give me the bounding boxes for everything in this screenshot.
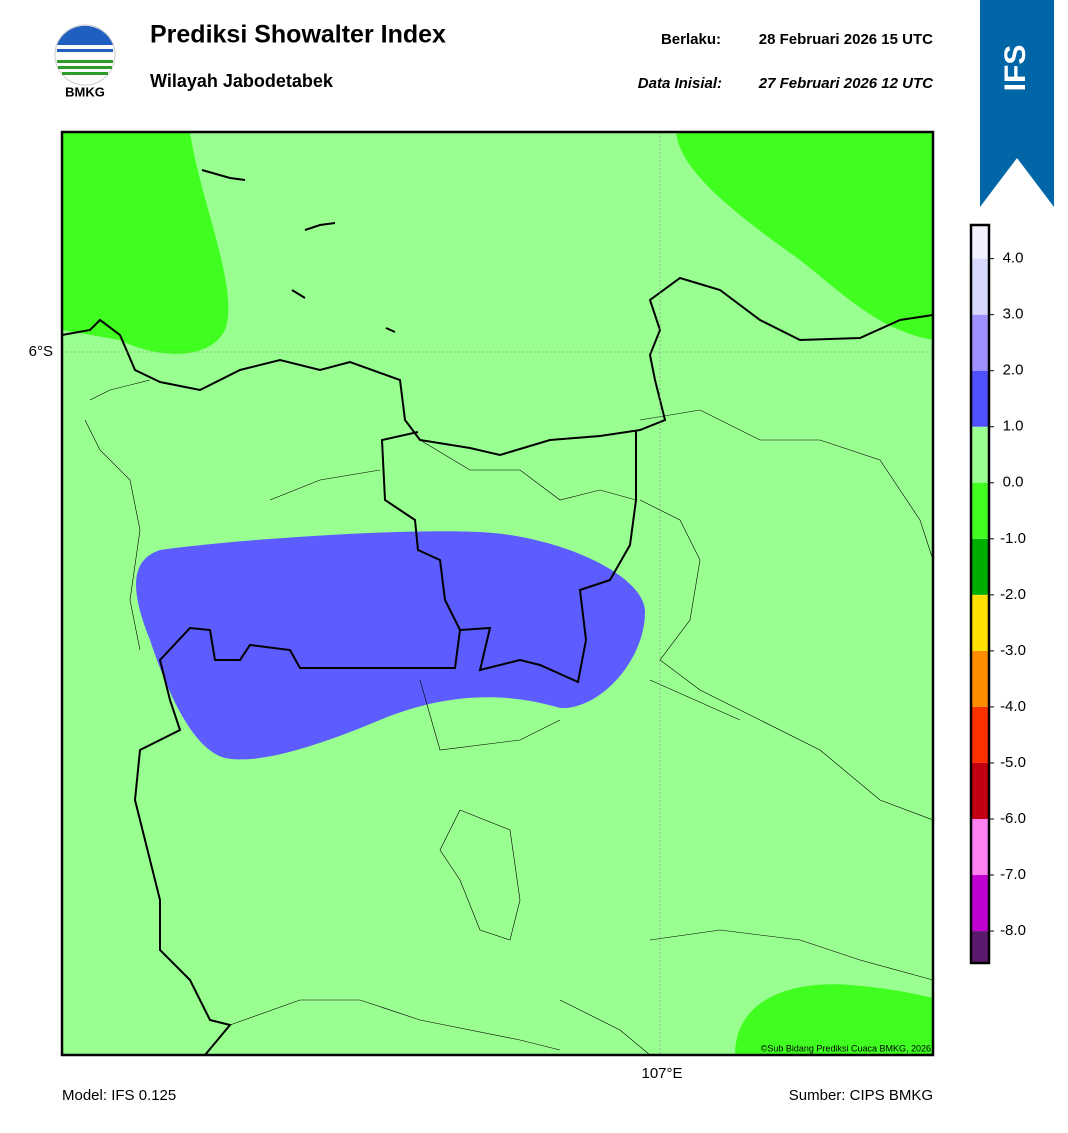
colorbar-segment (971, 426, 989, 483)
lat-label: 6°S (29, 343, 53, 360)
colorbar-label: -6.0 (1000, 810, 1026, 827)
colorbar-label: -3.0 (1000, 642, 1026, 659)
model-label: Model: IFS 0.125 (62, 1087, 176, 1104)
lon-label: 107°E (641, 1065, 682, 1082)
bmkg-logo: BMKG (54, 24, 116, 99)
colorbar-label: -5.0 (1000, 754, 1026, 771)
colorbar-label: 0.0 (1003, 474, 1024, 491)
banner-text: IFS (999, 45, 1032, 92)
valid-label: Berlaku: (661, 31, 721, 48)
colorbar-segment (971, 931, 989, 963)
map: ©Sub Bidang Prediksi Cuaca BMKG, 2026 (62, 132, 933, 1055)
subtitle: Wilayah Jabodetabek (150, 71, 334, 91)
boundaries (62, 169, 933, 1055)
colorbar-label: 1.0 (1003, 418, 1024, 435)
colorbar-segment (971, 314, 989, 371)
colorbar-segment (971, 538, 989, 595)
colorbar-label: -8.0 (1000, 922, 1026, 939)
contour-region (136, 531, 646, 760)
colorbar-segment (971, 258, 989, 315)
ifs-banner (980, 0, 1054, 207)
colorbar-segment (971, 818, 989, 876)
colorbar-segment (971, 762, 989, 819)
copyright: ©Sub Bidang Prediksi Cuaca BMKG, 2026 (761, 1043, 931, 1053)
colorbar-label: -2.0 (1000, 586, 1026, 603)
colorbar-segment (971, 650, 989, 707)
valid-time: 28 Februari 2026 15 UTC (759, 31, 933, 48)
init-time: 27 Februari 2026 12 UTC (758, 75, 934, 92)
colorbar-label: 2.0 (1003, 362, 1024, 379)
colorbar-segment (971, 482, 989, 539)
contour-region (676, 132, 933, 340)
colorbar-segment (971, 225, 989, 259)
colorbar-segment (971, 370, 989, 427)
colorbar-segment (971, 594, 989, 651)
title: Prediksi Showalter Index (150, 21, 446, 49)
map-frame (60, 130, 935, 1057)
logo-text: BMKG (65, 84, 105, 99)
colorbar-label: -1.0 (1000, 530, 1026, 547)
colorbar-segment (971, 706, 989, 763)
contour-region (62, 132, 229, 354)
colorbar-label: -4.0 (1000, 698, 1026, 715)
init-label: Data Inisial: (638, 75, 722, 92)
colorbar-label: 3.0 (1003, 306, 1024, 323)
colorbar: -8.0 -7.0 -6.0 -5.0 -4.0 -3.0 -2.0 -1.0 0.0 1.0 2.… (969, 223, 1026, 965)
colorbar-label: 4.0 (1003, 250, 1024, 267)
source-label: Sumber: CIPS BMKG (789, 1087, 933, 1104)
contour-region (735, 984, 933, 1055)
colorbar-label: -7.0 (1000, 866, 1026, 883)
colorbar-frame (969, 223, 991, 965)
colorbar-segment (971, 875, 989, 932)
